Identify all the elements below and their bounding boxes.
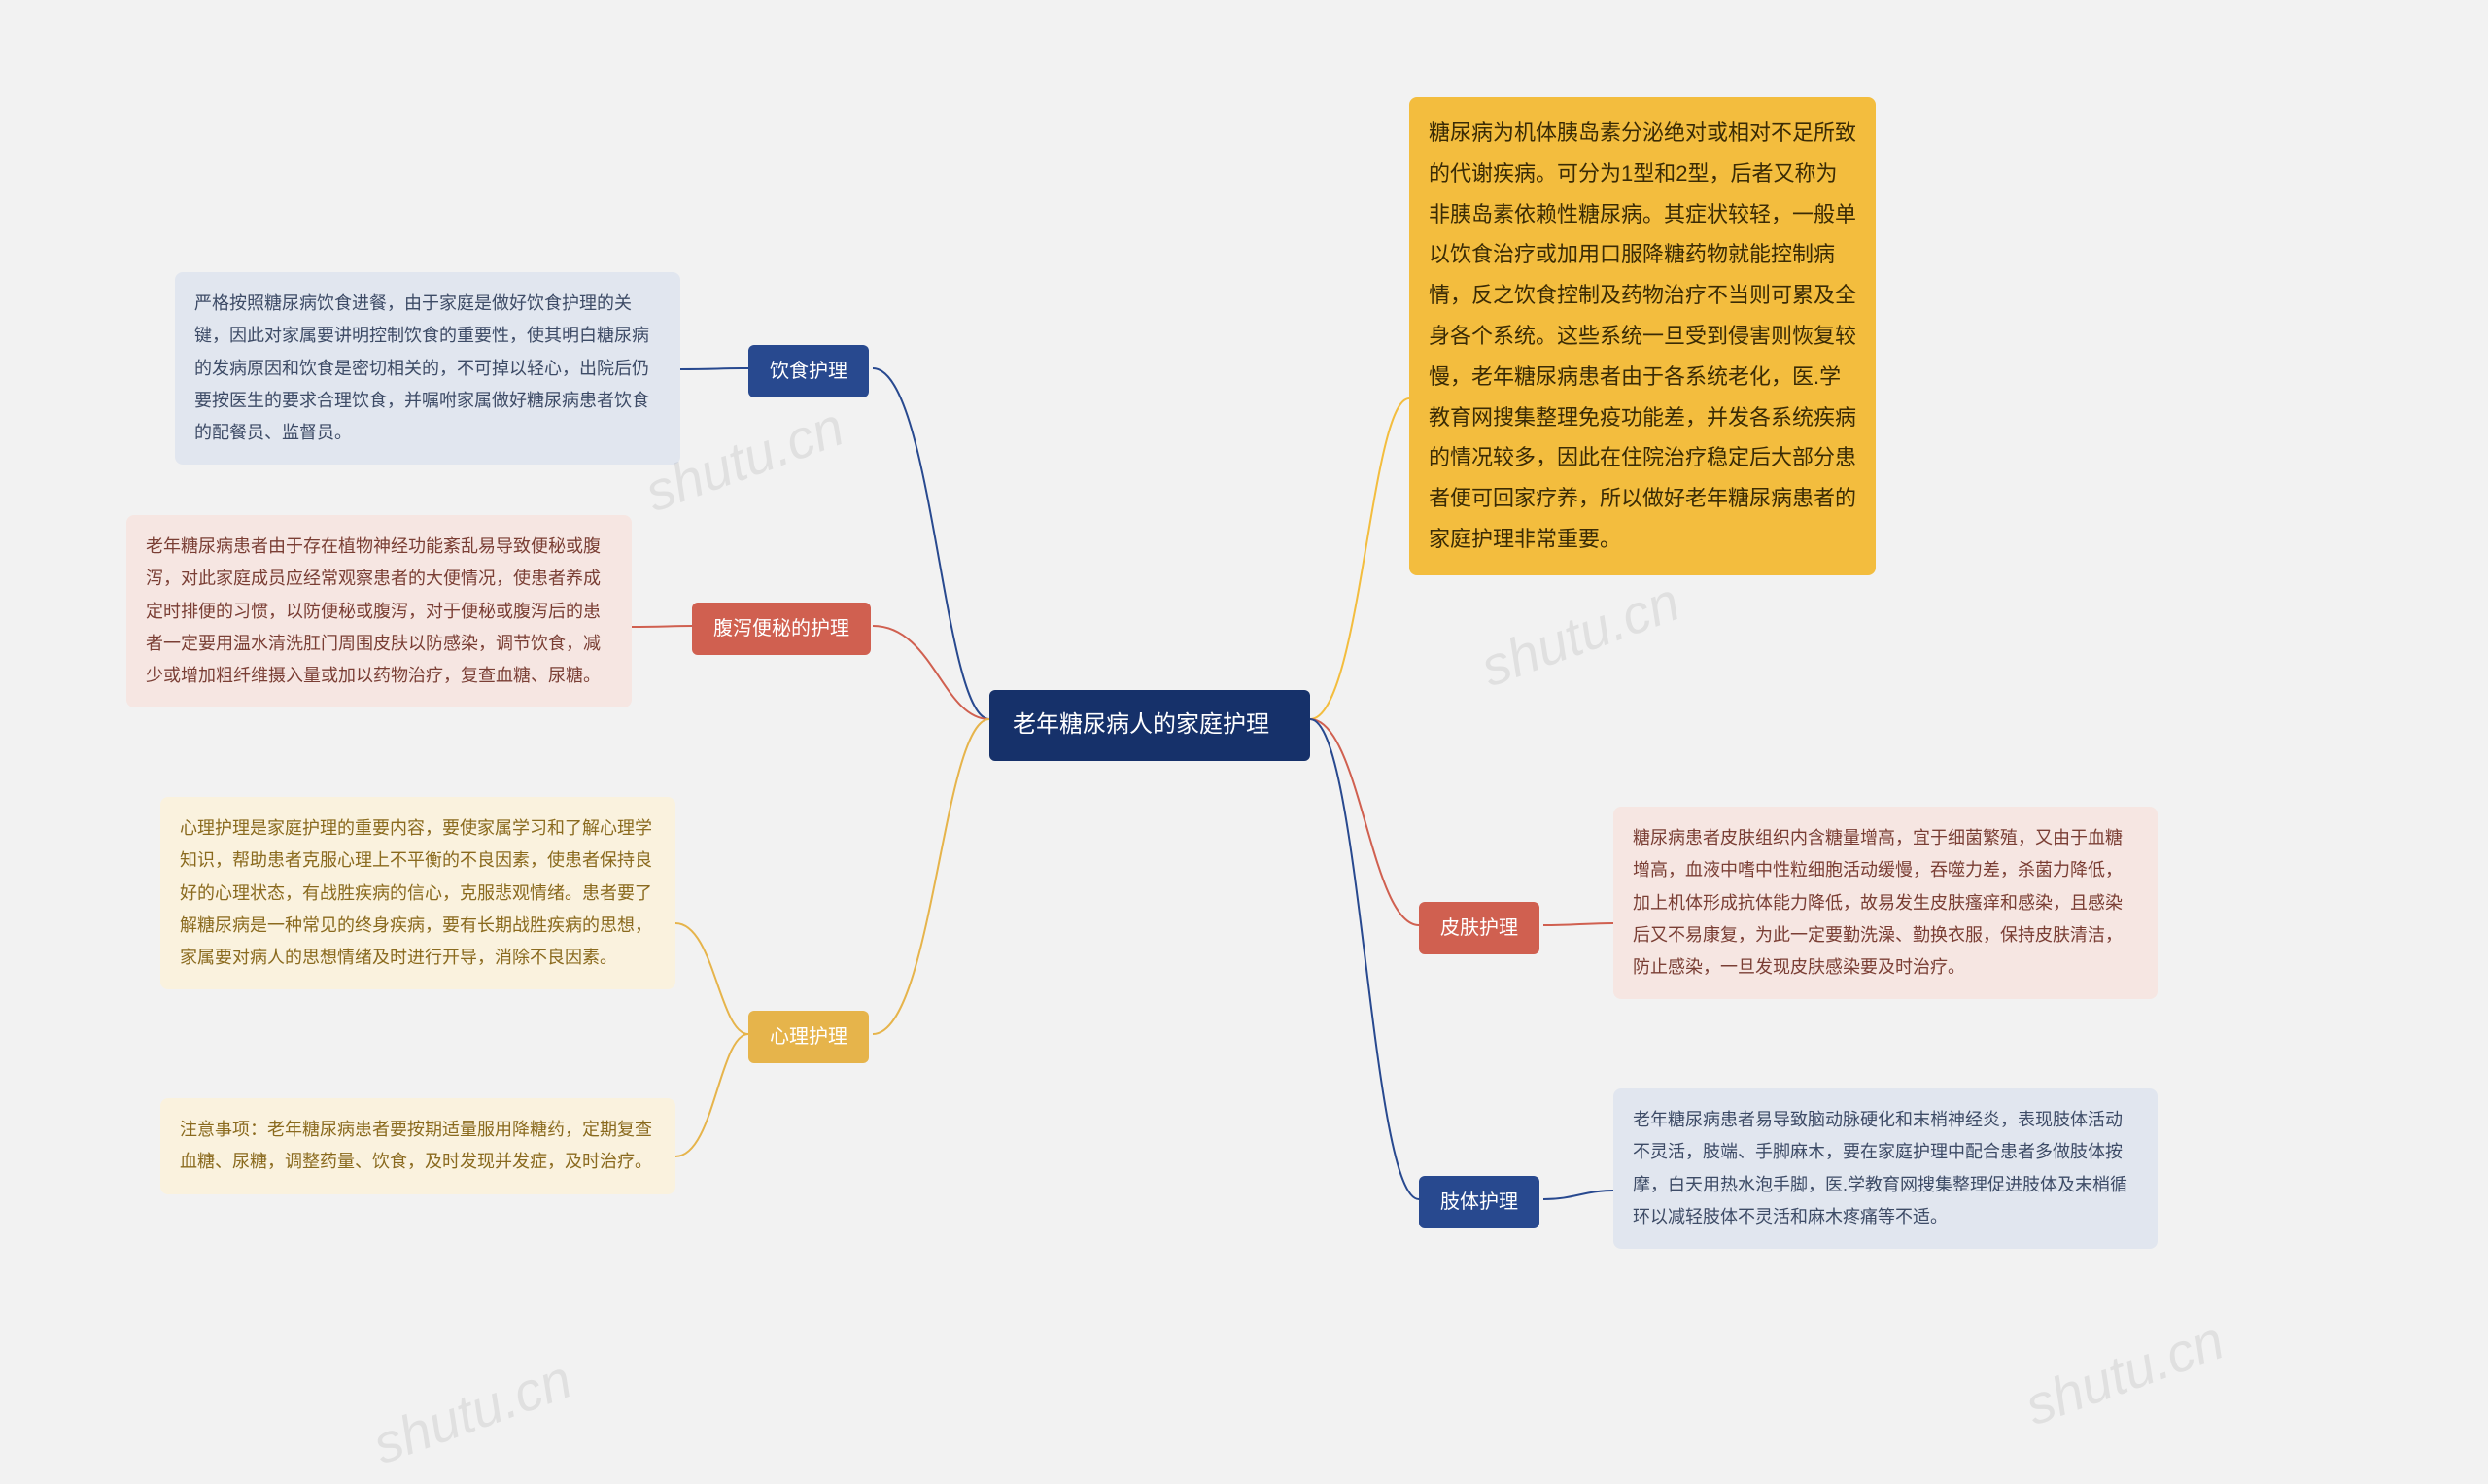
detail-limb-0-text: 老年糖尿病患者易导致脑动脉硬化和末梢神经炎，表现肢体活动不灵活，肢端、手脚麻木，… [1633,1110,2127,1226]
detail-psych-1-text: 注意事项：老年糖尿病患者要按期适量服用降糖药，定期复查血糖、尿糖，调整药量、饮食… [180,1120,652,1171]
detail-limb-0: 老年糖尿病患者易导致脑动脉硬化和末梢神经炎，表现肢体活动不灵活，肢端、手脚麻木，… [1613,1088,2158,1249]
detail-bowel-0-text: 老年糖尿病患者由于存在植物神经功能紊乱易导致便秘或腹泻，对此家庭成员应经常观察患… [146,536,601,685]
detail-psych-0-text: 心理护理是家庭护理的重要内容，要使家属学习和了解心理学知识，帮助患者克服心理上不… [180,818,652,967]
detail-diet-0-text: 严格按照糖尿病饮食进餐，由于家庭是做好饮食护理的关键，因此对家属要讲明控制饮食的… [194,293,649,442]
branch-diet-label: 饮食护理 [770,361,847,382]
detail-diet-0: 严格按照糖尿病饮食进餐，由于家庭是做好饮食护理的关键，因此对家属要讲明控制饮食的… [175,272,680,465]
branch-psych[interactable]: 心理护理 [748,1011,869,1063]
detail-psych-1: 注意事项：老年糖尿病患者要按期适量服用降糖药，定期复查血糖、尿糖，调整药量、饮食… [160,1098,675,1194]
detail-psych-0: 心理护理是家庭护理的重要内容，要使家属学习和了解心理学知识，帮助患者克服心理上不… [160,797,675,989]
branch-psych-label: 心理护理 [770,1026,847,1048]
branch-diet[interactable]: 饮食护理 [748,345,869,397]
branch-skin[interactable]: 皮肤护理 [1419,902,1539,954]
watermark: shutu.cn [364,1347,579,1476]
watermark: shutu.cn [2017,1308,2231,1437]
detail-bowel-0: 老年糖尿病患者由于存在植物神经功能紊乱易导致便秘或腹泻，对此家庭成员应经常观察患… [126,515,632,707]
center-node[interactable]: 老年糖尿病人的家庭护理 [989,690,1310,761]
detail-intro-0: 糖尿病为机体胰岛素分泌绝对或相对不足所致的代谢疾病。可分为1型和2型，后者又称为… [1409,97,1876,575]
detail-intro-0-text: 糖尿病为机体胰岛素分泌绝对或相对不足所致的代谢疾病。可分为1型和2型，后者又称为… [1429,121,1856,551]
branch-limb[interactable]: 肢体护理 [1419,1176,1539,1228]
watermark: shutu.cn [1472,569,1687,699]
detail-skin-0-text: 糖尿病患者皮肤组织内含糖量增高，宜于细菌繁殖，又由于血糖增高，血液中嗜中性粒细胞… [1633,828,2123,977]
branch-bowel-label: 腹泻便秘的护理 [713,618,849,639]
detail-skin-0: 糖尿病患者皮肤组织内含糖量增高，宜于细菌繁殖，又由于血糖增高，血液中嗜中性粒细胞… [1613,807,2158,999]
branch-skin-label: 皮肤护理 [1440,917,1518,939]
branch-limb-label: 肢体护理 [1440,1191,1518,1213]
branch-bowel[interactable]: 腹泻便秘的护理 [692,603,871,655]
center-label: 老年糖尿病人的家庭护理 [1013,711,1269,738]
